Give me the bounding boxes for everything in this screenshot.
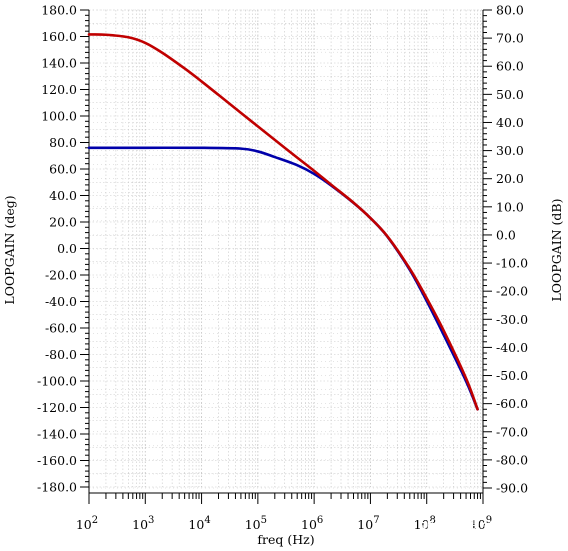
x-tick-label: 108 bbox=[414, 515, 436, 532]
left-tick-label: 120.0 bbox=[41, 82, 77, 97]
left-tick-label: 60.0 bbox=[49, 162, 77, 177]
left-tick-label: 20.0 bbox=[49, 215, 77, 230]
left-tick-label: 180.0 bbox=[41, 3, 77, 18]
left-y-axis-title: LOOPGAIN (deg) bbox=[2, 195, 17, 304]
left-tick-label: 160.0 bbox=[41, 29, 77, 44]
series-line-red bbox=[87, 33, 479, 411]
left-tick-label: -60.0 bbox=[45, 321, 77, 336]
grid-lines bbox=[88, 9, 484, 489]
left-tick-label: -160.0 bbox=[37, 453, 77, 468]
left-tick-label: 80.0 bbox=[49, 135, 77, 150]
right-tick-label: 60.0 bbox=[496, 59, 524, 74]
left-tick-label: 40.0 bbox=[49, 188, 77, 203]
left-tick-label: -80.0 bbox=[45, 347, 77, 362]
right-tick-label: -30.0 bbox=[496, 312, 528, 327]
right-tick-label: -50.0 bbox=[496, 368, 528, 383]
right-tick-label: 80.0 bbox=[496, 3, 524, 18]
series-lines bbox=[87, 33, 479, 411]
right-y-axis-title: LOOPGAIN (dB) bbox=[549, 198, 564, 301]
left-tick-label: 140.0 bbox=[41, 56, 77, 71]
x-tick-label: 107 bbox=[357, 515, 379, 532]
right-tick-label: -40.0 bbox=[496, 340, 528, 355]
left-tick-label: 0.0 bbox=[57, 241, 77, 256]
watermark: 知乎 @混分巨兽 bbox=[420, 519, 522, 536]
right-tick-label: 50.0 bbox=[496, 87, 524, 102]
x-tick-label: 104 bbox=[188, 515, 210, 532]
right-tick-label: -60.0 bbox=[496, 396, 528, 411]
left-tick-label: 100.0 bbox=[41, 109, 77, 124]
right-tick-label: 30.0 bbox=[496, 143, 524, 158]
right-tick-label: -20.0 bbox=[496, 284, 528, 299]
x-axis-title: freq (Hz) bbox=[257, 532, 314, 547]
left-tick-label: -120.0 bbox=[37, 400, 77, 415]
right-tick-label: -80.0 bbox=[496, 452, 528, 467]
right-tick-label: 40.0 bbox=[496, 115, 524, 130]
left-tick-label: -180.0 bbox=[37, 480, 77, 495]
x-tick-label: 102 bbox=[76, 515, 98, 532]
series-line-blue bbox=[87, 146, 479, 411]
tick-labels: 180.0 160.0 140.0 120.0 100.0 80.0 60.0 40.0 20.… bbox=[37, 3, 528, 533]
right-tick-label: -90.0 bbox=[496, 481, 528, 496]
left-tick-label: -40.0 bbox=[45, 294, 77, 309]
right-tick-label: 70.0 bbox=[496, 31, 524, 46]
left-tick-label: -140.0 bbox=[37, 427, 77, 442]
left-tick-label: -20.0 bbox=[45, 268, 77, 283]
right-tick-label: -70.0 bbox=[496, 424, 528, 439]
right-tick-label: -10.0 bbox=[496, 256, 528, 271]
left-tick-label: -100.0 bbox=[37, 374, 77, 389]
right-tick-label: 0.0 bbox=[496, 227, 516, 242]
x-tick-label: 109 bbox=[470, 515, 492, 532]
right-tick-label: 20.0 bbox=[496, 171, 524, 186]
x-tick-label: 103 bbox=[132, 515, 154, 532]
tick-marks bbox=[80, 9, 492, 504]
right-tick-label: 10.0 bbox=[496, 199, 524, 214]
x-tick-label: 106 bbox=[301, 515, 323, 532]
x-tick-label: 105 bbox=[245, 515, 267, 532]
